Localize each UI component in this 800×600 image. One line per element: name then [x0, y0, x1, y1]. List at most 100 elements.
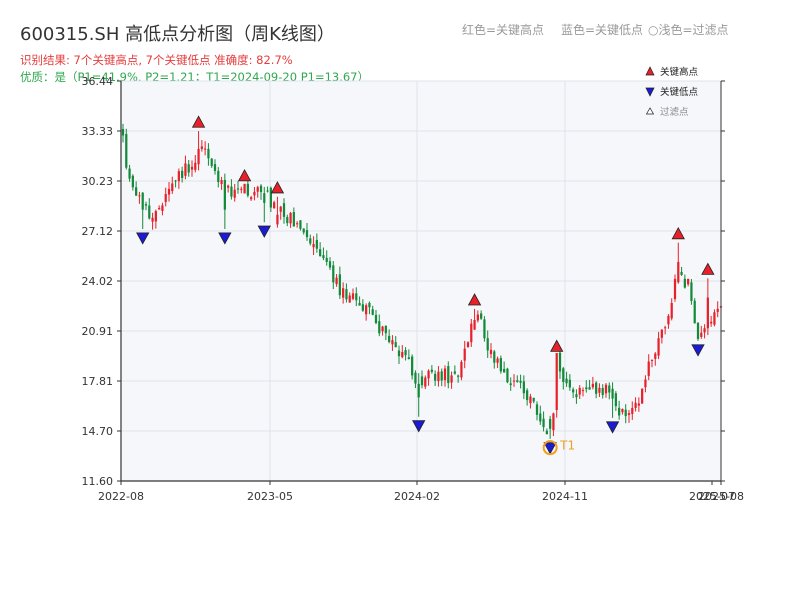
y-tick-label: 20.91	[82, 325, 114, 338]
candle-body	[447, 366, 450, 384]
candle-body	[690, 282, 693, 301]
candle-body	[171, 183, 174, 192]
candle-body	[121, 129, 125, 136]
candle-body	[696, 322, 700, 339]
candle-body	[141, 192, 144, 210]
y-tick-label: 17.81	[82, 375, 114, 388]
candle-body	[263, 193, 266, 203]
candle-body	[322, 255, 325, 259]
candle-body	[568, 379, 571, 388]
candle-body	[276, 214, 279, 225]
candle-body	[259, 185, 263, 193]
candle-body	[506, 368, 509, 383]
key-low-marker	[218, 232, 232, 245]
candle-body	[493, 351, 496, 363]
candle-body	[227, 185, 230, 188]
candle-body	[552, 413, 555, 431]
candle-body	[319, 249, 322, 257]
legend-low-icon	[645, 87, 655, 97]
candle-body	[197, 148, 200, 165]
candle-body	[181, 170, 184, 178]
candle-body	[269, 187, 272, 208]
y-tick-label: 33.33	[82, 125, 114, 138]
legend-filtered-label: 过滤点	[660, 106, 689, 118]
candle-body	[453, 371, 456, 374]
candle-body	[194, 162, 197, 170]
candle-body	[496, 358, 499, 363]
candle-body	[338, 274, 341, 296]
candle-body	[230, 186, 233, 197]
legend-filtered-icon	[645, 107, 655, 115]
candle-body	[289, 212, 292, 224]
candle-body	[279, 206, 282, 212]
candle-body	[667, 315, 670, 325]
candle-body	[588, 387, 591, 390]
candle-body	[420, 376, 424, 386]
candle-body	[664, 327, 667, 329]
candle-body	[483, 319, 486, 339]
y-tick-label: 36.44	[82, 75, 114, 88]
candle-body	[512, 380, 516, 382]
candle-body	[266, 190, 269, 192]
candle-body	[647, 361, 650, 376]
candle-body	[434, 373, 437, 381]
candle-body	[391, 340, 394, 345]
x-tick-label: 2022-08	[98, 490, 144, 503]
candle-body	[368, 302, 371, 308]
candle-body	[529, 396, 532, 404]
candle-body	[154, 211, 157, 222]
candle-body	[240, 188, 243, 190]
candle-body	[335, 277, 338, 285]
candle-body	[522, 381, 525, 394]
candle-body	[578, 387, 581, 395]
candle-body	[716, 308, 719, 312]
candle-body	[430, 369, 433, 372]
candle-body	[604, 384, 608, 394]
candle-body	[407, 357, 410, 360]
candle-body	[598, 387, 601, 393]
candle-body	[509, 383, 512, 386]
candle-body	[220, 180, 223, 184]
key-high-marker	[191, 115, 206, 128]
y-tick-label: 11.60	[82, 475, 114, 488]
candle-body	[476, 314, 479, 321]
candle-body	[470, 323, 473, 343]
candle-body	[703, 328, 706, 333]
candle-body	[151, 217, 154, 222]
candle-body	[312, 244, 315, 248]
candle-body	[614, 393, 617, 407]
candle-body	[585, 387, 588, 390]
candle-body	[213, 164, 217, 171]
candle-body	[128, 168, 131, 179]
y-tick-label: 27.12	[82, 225, 114, 238]
candle-body	[204, 148, 207, 150]
candle-body	[575, 394, 578, 398]
candle-body	[713, 312, 716, 325]
x-tick-label: 2024-11	[542, 490, 588, 503]
t1-marker	[542, 440, 558, 456]
candle-body	[565, 378, 568, 384]
candle-body	[572, 389, 575, 393]
candle-body	[210, 158, 213, 166]
key-low-marker	[136, 232, 150, 245]
candle-body	[131, 175, 134, 188]
pivot-markers: T1	[136, 115, 715, 456]
candle-body	[555, 353, 558, 411]
candle-body	[374, 314, 378, 323]
candle-body	[273, 202, 276, 209]
candle-body	[706, 297, 709, 329]
x-tick-label: 2025-08	[698, 490, 744, 503]
legend-low-label: 关键低点	[660, 86, 699, 98]
candle-body	[361, 304, 364, 311]
candle-body	[542, 418, 545, 428]
key-grey: ○浅色=过滤点	[648, 23, 729, 37]
legend-high-icon	[645, 66, 655, 76]
candle-body	[549, 419, 552, 429]
candle-body	[460, 361, 463, 378]
candle-body	[309, 238, 312, 244]
candle-body	[503, 368, 506, 373]
candle-body	[138, 195, 141, 197]
candle-body	[473, 320, 476, 330]
candle-body	[539, 413, 542, 422]
